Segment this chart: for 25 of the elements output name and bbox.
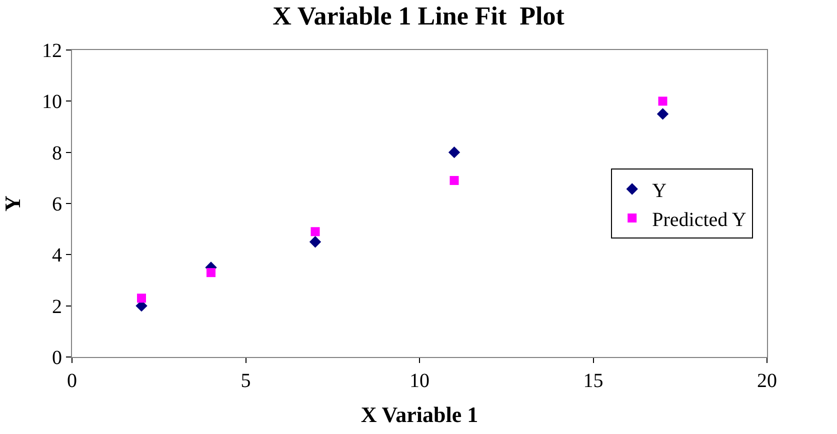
y-tick-label: 12 [42,40,62,62]
point [658,96,668,106]
x-tick-label: 20 [757,370,777,392]
y-tick-label: 2 [52,296,62,318]
point [448,146,460,158]
point [309,236,322,248]
y-tick-label: 10 [42,91,62,114]
point [206,268,216,278]
y-axis-title: Y [0,195,25,212]
point [310,227,320,236]
x-tick-label: 0 [67,370,77,392]
point [656,108,669,120]
point [137,294,146,303]
legend-label: Y [652,180,667,202]
x-tick-label: 5 [240,370,251,392]
x-tick-label: 15 [583,370,604,392]
legend-label: Predicted Y [652,208,746,231]
y-tick-label: 6 [52,194,62,216]
y-tick-label: 0 [52,347,62,369]
point [450,176,459,185]
y-tick-label: 4 [52,244,62,267]
y-tick-label: 8 [52,142,62,164]
x-tick-label: 10 [410,370,430,392]
x-axis-title: X Variable 1 [360,402,478,427]
chart-title: X Variable 1 Line Fit Plot [272,2,565,31]
